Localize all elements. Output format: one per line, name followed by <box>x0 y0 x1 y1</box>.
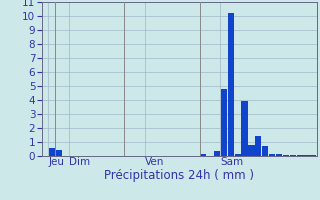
Bar <box>56 150 62 156</box>
Bar <box>242 101 248 156</box>
Bar <box>310 155 316 156</box>
Bar <box>262 146 268 156</box>
Bar <box>221 89 227 156</box>
Bar <box>235 154 241 156</box>
Bar <box>248 145 254 156</box>
Bar <box>214 151 220 156</box>
Bar <box>303 155 309 156</box>
Bar <box>49 148 55 156</box>
Bar <box>283 155 289 156</box>
Bar <box>297 155 303 156</box>
Bar <box>290 155 296 156</box>
Bar <box>255 136 261 156</box>
Bar <box>200 154 206 156</box>
Bar <box>276 154 282 156</box>
Bar <box>228 13 234 156</box>
X-axis label: Précipitations 24h ( mm ): Précipitations 24h ( mm ) <box>104 169 254 182</box>
Bar <box>269 154 275 156</box>
